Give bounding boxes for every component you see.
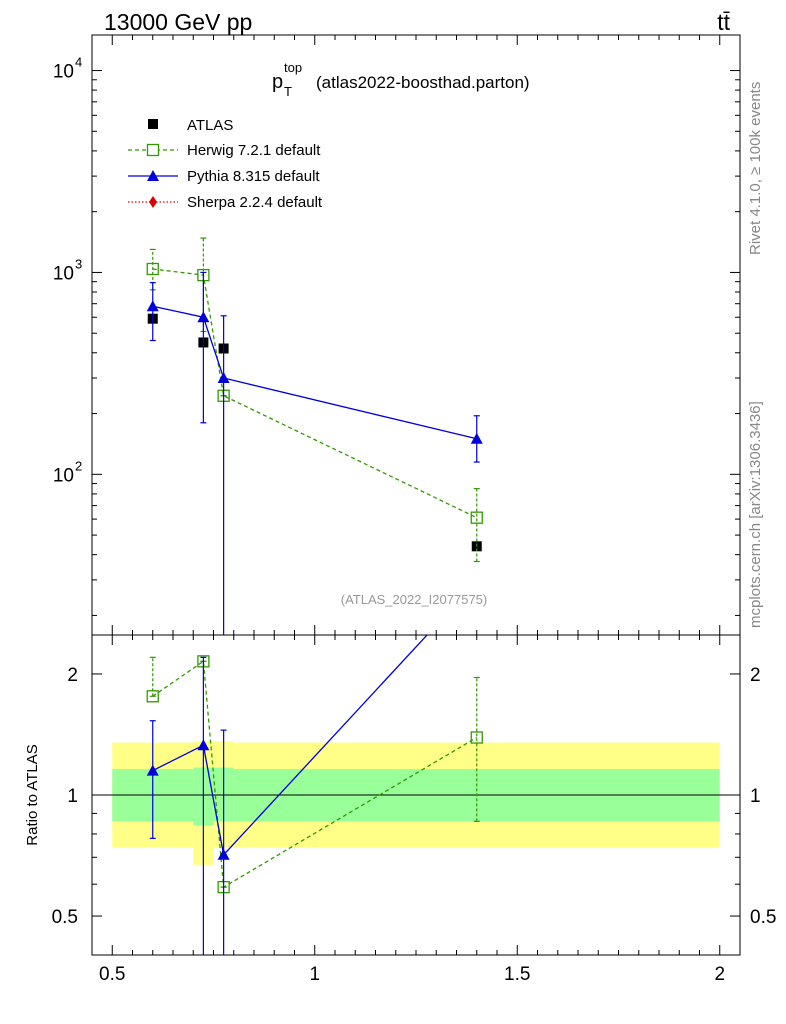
main-y-tick-label: 10 bbox=[53, 263, 74, 284]
title-sup: top bbox=[284, 60, 302, 75]
ratio-y-tick-label-right: 0.5 bbox=[750, 907, 776, 928]
series-2-point bbox=[217, 371, 230, 383]
legend-label-pythia: Pythia 8.315 default bbox=[187, 168, 320, 185]
series-2-line bbox=[152, 305, 477, 440]
series-2-ratio-point bbox=[146, 764, 159, 776]
series-2-ratio-point bbox=[217, 848, 230, 860]
main-y-tick-exponent: 2 bbox=[75, 458, 82, 473]
legend-item-pythia: Pythia 8.315 default bbox=[128, 168, 320, 185]
series-layer bbox=[146, 237, 483, 955]
legend-label-herwig: Herwig 7.2.1 default bbox=[187, 142, 321, 159]
energy-label: 13000 GeV pp bbox=[104, 9, 252, 35]
series-2-ratio-line bbox=[152, 635, 428, 857]
legend-label-atlas: ATLAS bbox=[187, 117, 233, 134]
series-1-point bbox=[146, 262, 159, 276]
ratio-y-tick-label-left: 0.5 bbox=[52, 907, 78, 928]
title-var: p bbox=[272, 71, 283, 93]
title-sub: T bbox=[284, 84, 292, 99]
legend-item-sherpa: Sherpa 2.2.4 default bbox=[128, 194, 323, 211]
legend-item-atlas: ATLAS bbox=[148, 117, 233, 134]
mcplots-label: mcplots.cern.ch [arXiv:1306.3436] bbox=[747, 401, 764, 628]
ratio-series-group bbox=[146, 575, 483, 955]
legend: ATLAS Herwig 7.2.1 default Pythia 8.315 … bbox=[128, 117, 323, 211]
ratio-ylabel: Ratio to ATLAS bbox=[24, 744, 41, 845]
x-tick-label: 1.5 bbox=[504, 964, 530, 985]
series-2-ratio-point bbox=[197, 739, 210, 751]
ratio-y-tick-label-right: 1 bbox=[750, 786, 761, 807]
process-label: tt̄ bbox=[717, 9, 730, 35]
main-series-group bbox=[146, 237, 483, 635]
rivet-label: Rivet 4.1.0, ≥ 100k events bbox=[747, 82, 764, 255]
x-tick-label: 0.5 bbox=[99, 964, 125, 985]
title-analysis: (atlas2022-boosthad.parton) bbox=[316, 73, 530, 92]
x-tick-label: 1 bbox=[309, 964, 320, 985]
main-y-tick-exponent: 4 bbox=[75, 55, 82, 70]
series-1-line bbox=[152, 268, 478, 519]
series-2-ratio-point bbox=[471, 575, 483, 586]
ratio-y-tick-label-right: 2 bbox=[750, 665, 761, 686]
series-2-point bbox=[470, 432, 483, 444]
main-y-tick-exponent: 3 bbox=[75, 256, 82, 271]
series-1-ratio-point bbox=[146, 690, 159, 703]
axes bbox=[91, 34, 741, 956]
main-y-tick-label: 10 bbox=[53, 465, 74, 486]
series-2-point bbox=[197, 311, 210, 323]
x-tick-label: 2 bbox=[714, 964, 725, 985]
ratio-y-tick-label-left: 2 bbox=[67, 665, 78, 686]
series-1-ratio-line bbox=[152, 660, 478, 889]
series-1-point bbox=[470, 511, 483, 524]
series-1-ratio-point bbox=[470, 731, 483, 744]
legend-label-sherpa: Sherpa 2.2.4 default bbox=[187, 194, 323, 211]
series-2-point bbox=[146, 300, 159, 312]
legend-item-herwig: Herwig 7.2.1 default bbox=[128, 142, 321, 159]
ratio-y-tick-label-left: 1 bbox=[67, 786, 78, 807]
analysis-watermark: (ATLAS_2022_I2077575) bbox=[341, 592, 487, 607]
main-y-tick-label: 10 bbox=[53, 62, 74, 83]
